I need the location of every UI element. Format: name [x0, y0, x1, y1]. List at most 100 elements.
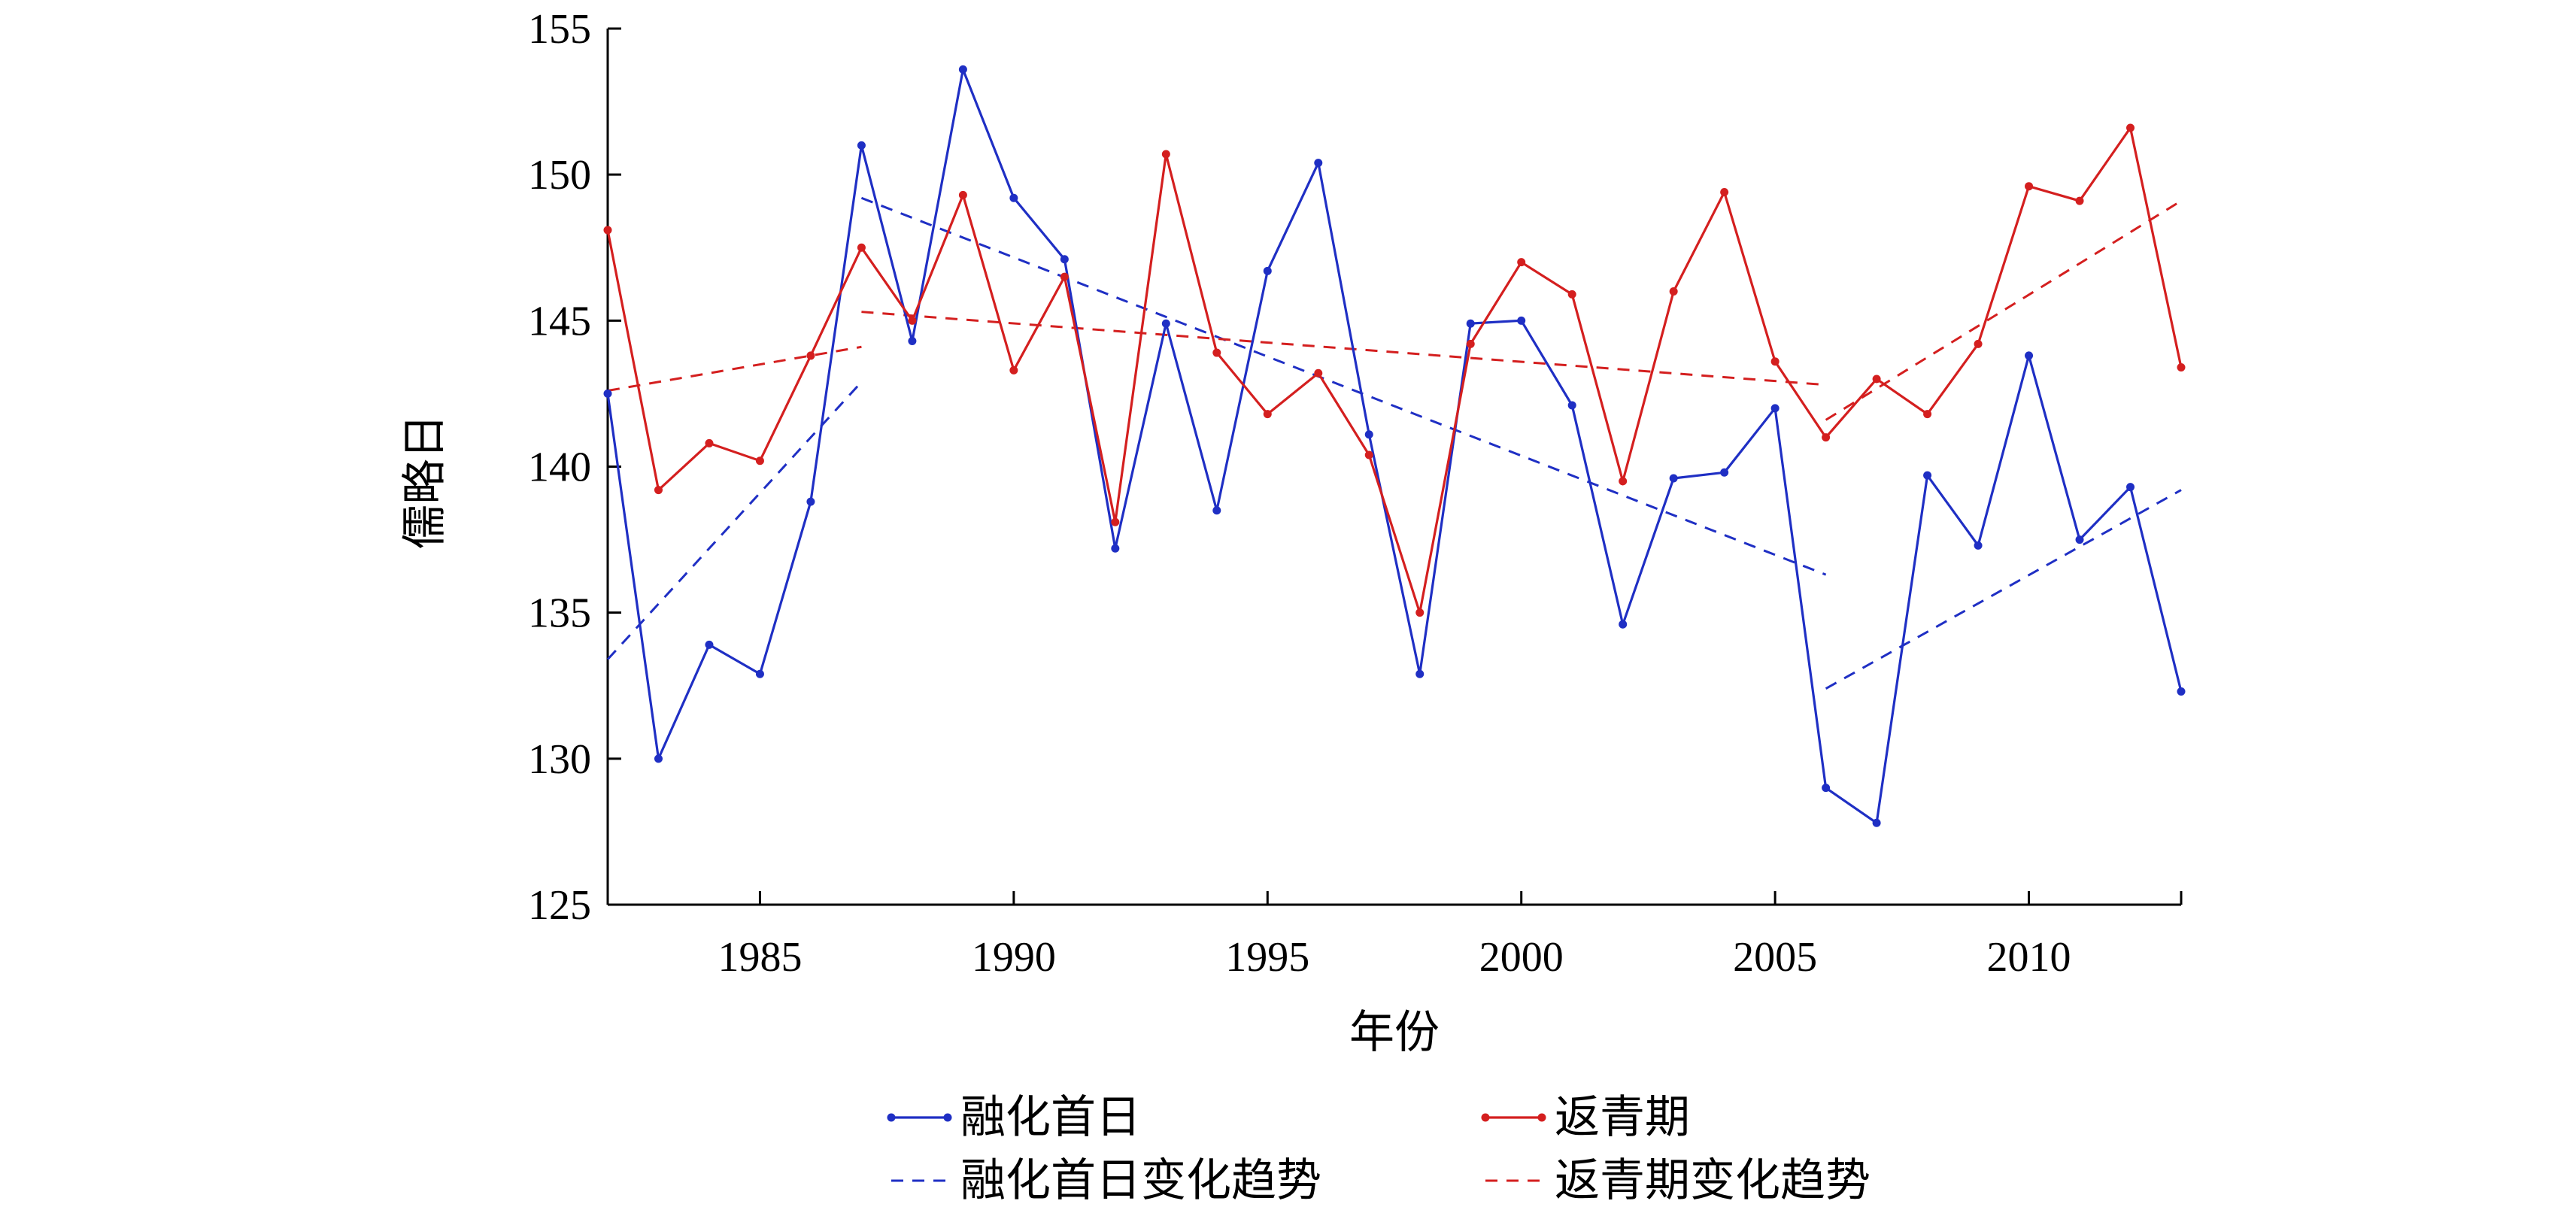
- x-tick-label: 1990: [972, 934, 1056, 981]
- legend-item-0: 融化首日: [887, 1093, 1141, 1142]
- y-tick-label: 130: [528, 736, 591, 783]
- y-tick-label: 140: [528, 444, 591, 491]
- data-point-1-30: [2126, 123, 2135, 132]
- legend-label-3: 返青期变化趋势: [1555, 1156, 1871, 1205]
- trend-segment-3-2: [1825, 199, 2182, 421]
- series-line-0: [606, 65, 2183, 826]
- y-tick-label: 145: [528, 298, 591, 344]
- data-point-0-2: [705, 640, 714, 649]
- x-tick-label: 2000: [1479, 934, 1564, 981]
- data-point-1-22: [1720, 187, 1729, 196]
- data-point-0-16: [1415, 669, 1425, 678]
- data-point-0-30: [2126, 483, 2135, 492]
- data-point-1-1: [654, 486, 663, 495]
- data-point-1-7: [958, 190, 967, 199]
- data-point-0-25: [1872, 818, 1881, 827]
- data-point-0-20: [1619, 620, 1628, 629]
- data-point-1-9: [1060, 272, 1069, 281]
- y-axis-title: 儒略日: [400, 414, 450, 550]
- data-point-0-0: [603, 389, 612, 398]
- data-point-0-11: [1161, 319, 1170, 328]
- data-point-0-21: [1669, 474, 1678, 483]
- legend-label-2: 融化首日变化趋势: [960, 1156, 1321, 1205]
- data-point-1-26: [1923, 410, 1932, 419]
- data-point-0-29: [2075, 535, 2084, 544]
- y-tick-label: 135: [528, 590, 591, 637]
- data-point-1-5: [857, 243, 866, 252]
- data-point-1-20: [1619, 477, 1628, 486]
- data-point-1-16: [1415, 608, 1425, 617]
- data-point-1-17: [1466, 339, 1475, 348]
- legend-marker-right-0: [943, 1113, 952, 1122]
- data-point-1-6: [908, 316, 917, 325]
- data-point-1-21: [1669, 287, 1678, 296]
- data-point-0-13: [1263, 266, 1272, 275]
- axes: 125 130 135 140 145 150 155 1985 1990 1995 2000 200…: [528, 6, 2183, 981]
- data-point-0-6: [908, 337, 917, 346]
- data-point-0-8: [1009, 193, 1018, 202]
- x-axis-title: 年份: [1349, 1008, 1440, 1057]
- data-point-0-19: [1567, 401, 1576, 410]
- data-point-0-17: [1466, 319, 1475, 328]
- data-point-1-10: [1111, 517, 1120, 526]
- trend-segment-2-1: [860, 196, 1827, 576]
- data-point-0-14: [1314, 159, 1323, 168]
- legend-marker-left-0: [887, 1113, 896, 1122]
- data-point-1-29: [2075, 196, 2084, 205]
- data-point-0-31: [2177, 687, 2186, 696]
- legend-label-0: 融化首日: [960, 1093, 1141, 1142]
- data-point-0-1: [654, 754, 663, 763]
- series-line-1: [606, 125, 2183, 614]
- y-tick-label: 150: [528, 152, 591, 199]
- x-tick-label: 2005: [1733, 934, 1817, 981]
- data-point-0-5: [857, 141, 866, 150]
- data-point-1-15: [1364, 450, 1373, 459]
- data-point-0-28: [2025, 351, 2034, 360]
- data-point-1-14: [1314, 368, 1323, 378]
- data-point-1-12: [1212, 348, 1221, 357]
- data-point-1-25: [1872, 375, 1881, 384]
- data-series: [603, 65, 2186, 827]
- data-point-0-12: [1212, 506, 1221, 515]
- data-point-1-4: [806, 351, 815, 360]
- trend-segment-2-2: [1825, 489, 2182, 690]
- legend-item-2: 融化首日变化趋势: [891, 1156, 1321, 1205]
- trend-segment-3-0: [607, 345, 862, 393]
- legend-item-3: 返青期变化趋势: [1485, 1156, 1871, 1205]
- data-point-0-22: [1720, 468, 1729, 477]
- legend-item-1: 返青期: [1481, 1093, 1690, 1142]
- legend-label-1: 返青期: [1555, 1093, 1690, 1142]
- data-point-1-13: [1263, 410, 1272, 419]
- data-point-1-18: [1517, 258, 1526, 267]
- y-tick-label: 155: [528, 6, 591, 53]
- data-point-0-3: [755, 669, 764, 678]
- data-point-0-23: [1770, 404, 1780, 413]
- x-tick-label: 1985: [718, 934, 802, 981]
- data-point-1-2: [705, 438, 714, 447]
- data-point-0-27: [1974, 541, 1983, 550]
- data-point-1-19: [1567, 290, 1576, 299]
- data-point-0-4: [806, 497, 815, 506]
- data-point-1-0: [603, 226, 612, 235]
- data-point-1-3: [755, 456, 764, 466]
- data-point-1-31: [2177, 362, 2186, 371]
- trend-segment-3-1: [861, 311, 1826, 387]
- x-tick-label: 2010: [1987, 934, 2071, 981]
- data-point-1-28: [2025, 182, 2034, 191]
- data-point-0-24: [1822, 784, 1831, 793]
- data-point-1-11: [1161, 150, 1170, 159]
- legend-marker-left-1: [1481, 1113, 1490, 1122]
- data-point-1-23: [1770, 357, 1780, 366]
- legend-marker-right-1: [1537, 1113, 1546, 1122]
- series-1: [603, 123, 2186, 617]
- data-point-0-7: [958, 65, 967, 74]
- data-point-0-10: [1111, 544, 1120, 553]
- data-point-1-24: [1822, 433, 1831, 442]
- series-0: [603, 65, 2186, 827]
- x-tick-label: 1995: [1225, 934, 1309, 981]
- data-point-1-8: [1009, 365, 1018, 375]
- y-tick-label: 125: [528, 882, 591, 929]
